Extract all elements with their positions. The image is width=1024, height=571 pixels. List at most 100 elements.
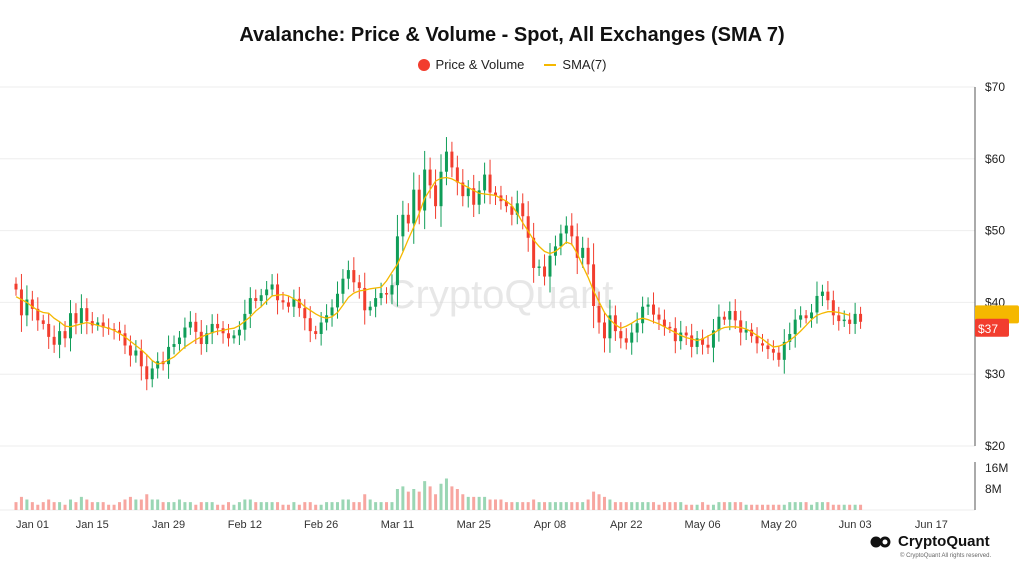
volume-bar [701, 502, 705, 510]
volume-bar [259, 502, 263, 510]
volume-bar [521, 502, 525, 510]
volume-bar [205, 502, 209, 510]
candle-body [63, 331, 67, 339]
volume-bar [36, 504, 40, 510]
legend-label-price-volume: Price & Volume [435, 57, 525, 72]
candle-body [374, 298, 378, 307]
volume-bar [673, 502, 677, 510]
volume-bar [412, 489, 416, 510]
volume-bar [793, 502, 797, 510]
candle-body [352, 270, 356, 283]
candle-body [172, 344, 176, 347]
candle-body [368, 306, 372, 311]
volume-bar [216, 504, 220, 510]
candle-body [47, 323, 51, 337]
volume-bar [68, 499, 72, 510]
volume-bar [543, 502, 547, 510]
volume-bar [722, 502, 726, 510]
volume-bar [439, 483, 443, 510]
volume-bar [417, 491, 421, 510]
candle-body [831, 300, 835, 316]
volume-bar [537, 502, 541, 510]
candle-body [341, 278, 345, 294]
candle-body [259, 295, 263, 301]
candle-body [434, 185, 438, 207]
volume-bar [461, 494, 465, 510]
volume-bar [276, 502, 280, 510]
volume-bar [499, 499, 503, 510]
candle-body [575, 236, 579, 258]
candle-body [41, 320, 45, 324]
candle-body [853, 313, 857, 324]
candle-body [532, 237, 536, 268]
candle-body [265, 289, 269, 296]
candle-body [450, 151, 454, 168]
chart-legend: Price & Volume SMA(7) [0, 57, 1024, 72]
volume-bar [150, 499, 154, 510]
candle-body [227, 333, 231, 339]
candle-body [412, 189, 416, 224]
volume-bar [210, 502, 214, 510]
candle-body [859, 313, 863, 322]
candle-body [728, 311, 732, 320]
candle-body [30, 299, 34, 309]
candle-body [679, 332, 683, 342]
candle-body [799, 315, 803, 320]
candle-body [635, 323, 639, 333]
volume-bar [760, 504, 764, 510]
volume-bar [123, 499, 127, 510]
price-tick-label: $70 [985, 80, 1005, 94]
candle-body [526, 216, 530, 238]
candle-body [194, 321, 198, 332]
volume-bar [733, 502, 737, 510]
candle-body [79, 308, 83, 324]
candle-body [592, 264, 596, 306]
candle-body [684, 332, 688, 336]
candle-body [118, 330, 122, 334]
candle-body [466, 188, 470, 197]
candle-body [472, 188, 476, 205]
volume-bar [771, 504, 775, 510]
volume-bar [335, 502, 339, 510]
current-price-tag: $37 [975, 305, 1019, 337]
candle-body [804, 315, 808, 319]
candle-body [139, 350, 143, 367]
candle-body [581, 247, 585, 258]
volume-bar [423, 481, 427, 510]
brand-name: CryptoQuant [898, 533, 990, 550]
candle-body [619, 331, 623, 339]
legend-item-sma[interactable]: SMA(7) [544, 57, 606, 72]
candle-body [68, 313, 72, 339]
volume-bar [777, 504, 781, 510]
volume-tick-label: 8M [985, 482, 1002, 496]
volume-bar [352, 502, 356, 510]
candle-body [701, 338, 705, 345]
candle-body [390, 285, 394, 295]
volume-bar [248, 499, 252, 510]
candle-body [297, 298, 301, 309]
volume-bar [406, 491, 410, 510]
volume-bar [237, 502, 241, 510]
candle-body [673, 328, 677, 342]
legend-item-price-volume[interactable]: Price & Volume [417, 57, 525, 72]
volume-bar [553, 502, 557, 510]
price-tick-label: $50 [985, 224, 1005, 238]
volume-bar [319, 504, 323, 510]
candle-body [401, 214, 405, 237]
volume-bar [799, 502, 803, 510]
volume-bar [608, 499, 612, 510]
volume-bar [401, 486, 405, 510]
volume-bar [346, 499, 350, 510]
brand-logo: CryptoQuant [870, 533, 990, 550]
volume-bar [188, 502, 192, 510]
candle-body [755, 336, 759, 344]
volume-bar [177, 499, 181, 510]
volume-bar [706, 504, 710, 510]
volume-bar [853, 504, 857, 510]
candle-body [597, 305, 601, 323]
candle-body [543, 266, 547, 277]
volume-bar [848, 504, 852, 510]
candle-body [199, 331, 203, 345]
volume-bar [657, 504, 661, 510]
